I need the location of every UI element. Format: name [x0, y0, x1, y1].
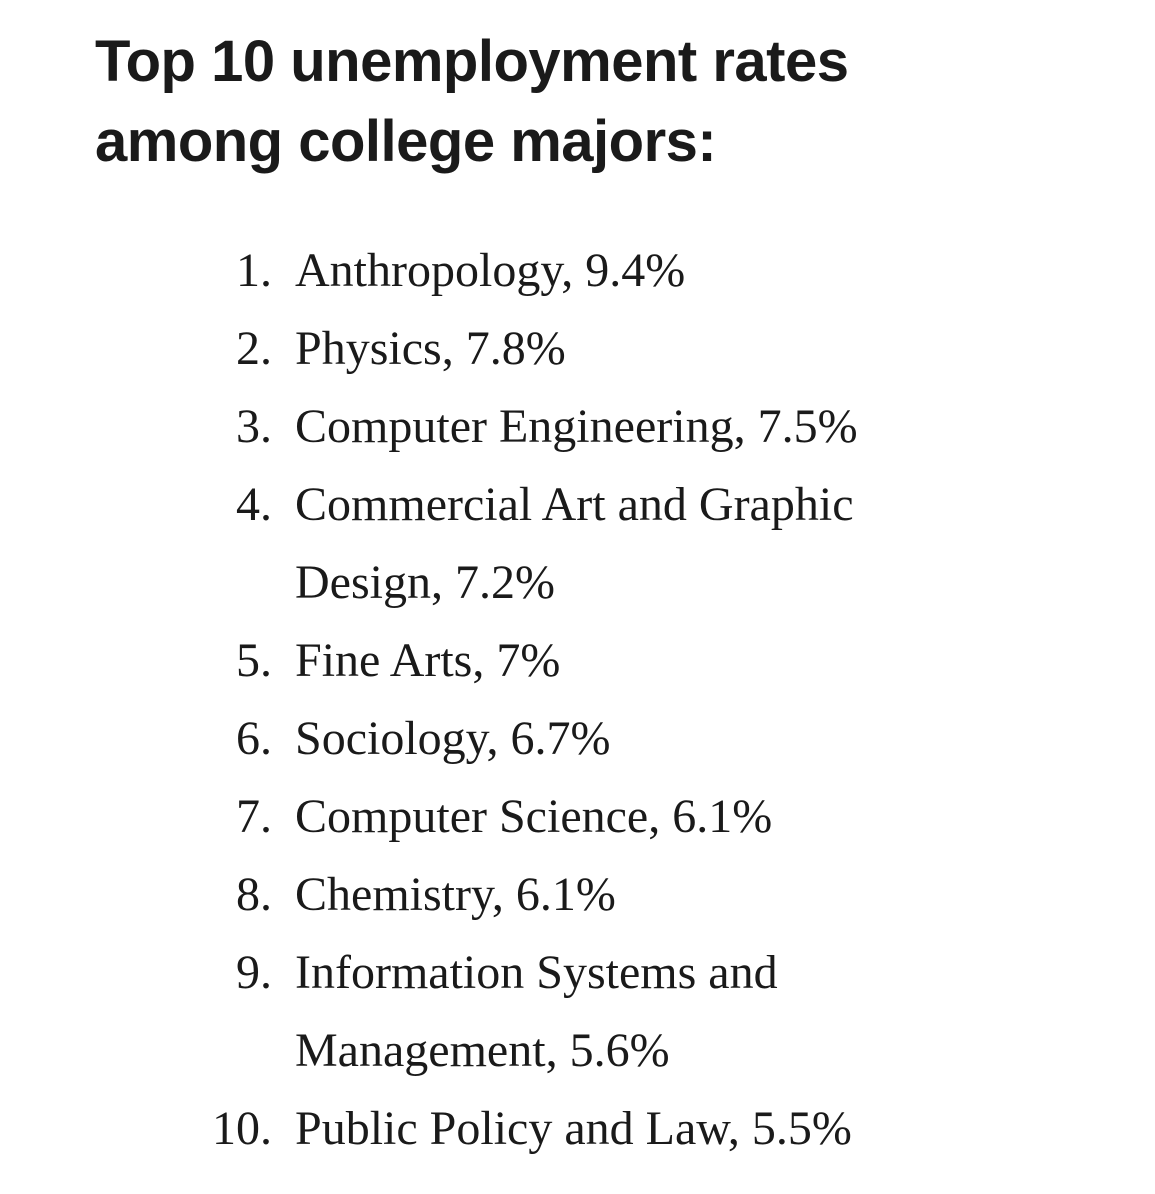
list-item: 2. Physics, 7.8% [180, 310, 935, 388]
list-item: 6. Sociology, 6.7% [180, 700, 935, 778]
item-text: Information Systems and Management, 5.6% [295, 946, 778, 1077]
title: Top 10 unemployment rates among college … [95, 29, 849, 174]
list-item: 3. Computer Engineering, 7.5% [180, 388, 935, 466]
item-text: Anthropology, 9.4% [295, 244, 686, 297]
item-number: 3. [236, 400, 272, 453]
item-text: Sociology, 6.7% [295, 712, 611, 765]
item-text: Physics, 7.8% [295, 322, 566, 375]
item-number: 5. [236, 634, 272, 687]
list-item: 1. Anthropology, 9.4% [180, 232, 935, 310]
list-item: 8. Chemistry, 6.1% [180, 856, 935, 934]
item-text: Computer Science, 6.1% [295, 790, 773, 843]
item-text: Computer Engineering, 7.5% [295, 400, 858, 453]
item-number: 10. [212, 1102, 272, 1155]
item-text: Fine Arts, 7% [295, 634, 561, 687]
item-number: 2. [236, 322, 272, 375]
item-number: 9. [236, 946, 272, 999]
item-number: 8. [236, 868, 272, 921]
item-number: 7. [236, 790, 272, 843]
list-item: 7. Computer Science, 6.1% [180, 778, 935, 856]
item-number: 1. [236, 244, 272, 297]
list-item: 10. Public Policy and Law, 5.5% [180, 1090, 935, 1168]
item-text: Commercial Art and Graphic Design, 7.2% [295, 478, 854, 609]
majors-list: 1. Anthropology, 9.4% 2. Physics, 7.8% 3. Com… [180, 232, 935, 1168]
item-number: 6. [236, 712, 272, 765]
list-item: 9. Information Systems and Management, 5.… [180, 934, 935, 1090]
list-item: 5. Fine Arts, 7% [180, 622, 935, 700]
item-text: Public Policy and Law, 5.5% [295, 1102, 852, 1155]
item-text: Chemistry, 6.1% [295, 868, 616, 921]
item-number: 4. [236, 478, 272, 531]
list-item: 4. Commercial Art and Graphic Design, 7.2… [180, 466, 935, 622]
